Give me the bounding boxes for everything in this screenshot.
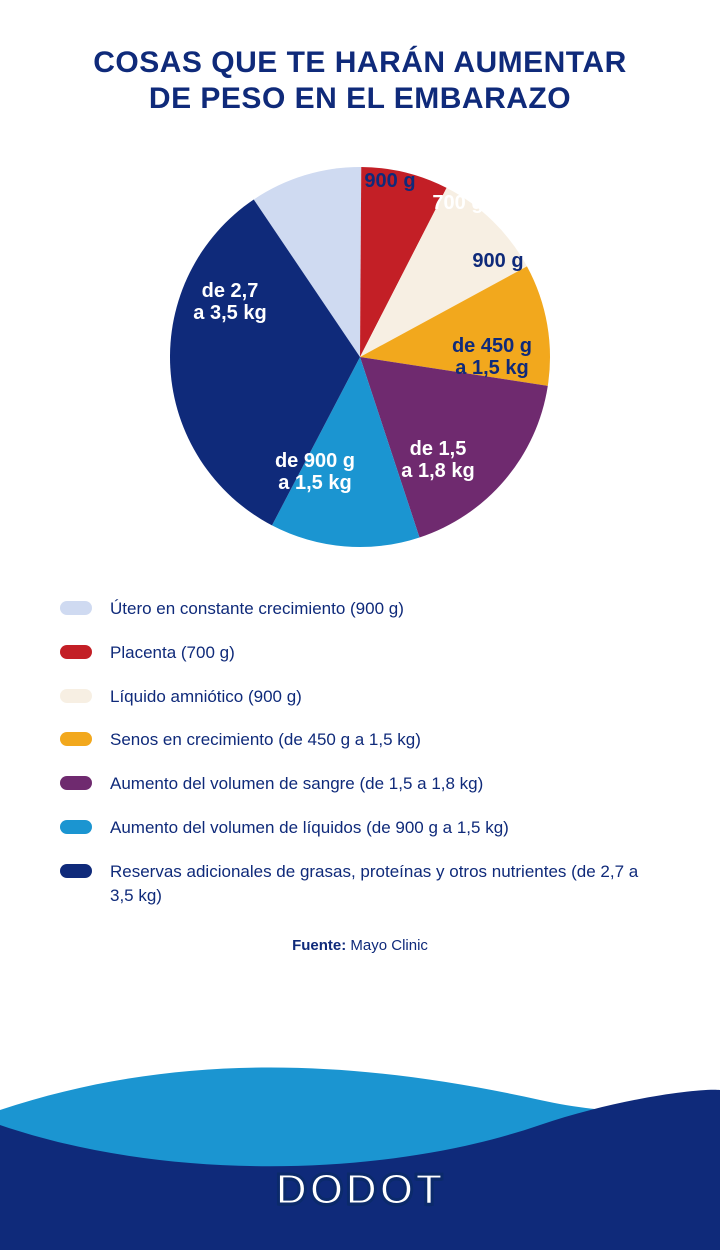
slice-label-liquidos: de 900 ga 1,5 kg — [275, 450, 355, 494]
legend-item-senos: Senos en crecimiento (de 450 g a 1,5 kg) — [60, 728, 660, 752]
source-label: Fuente: — [292, 937, 346, 954]
legend-swatch — [60, 732, 92, 746]
source-citation: Fuente: Mayo Clinic — [0, 937, 720, 954]
pie-chart: 900 g 700 g 900 g de 450 ga 1,5 kg de 1,5a 1… — [160, 157, 560, 557]
slice-label-reservas: de 2,7a 3,5 kg — [193, 280, 266, 324]
footer: DODOT — [0, 1050, 720, 1250]
legend-swatch — [60, 601, 92, 615]
brand-logo: DODOT — [276, 1165, 445, 1215]
wave-front — [0, 1070, 720, 1250]
source-value: Mayo Clinic — [350, 937, 428, 954]
legend-item-utero: Útero en constante crecimiento (900 g) — [60, 597, 660, 621]
slice-label-sangre: de 1,5a 1,8 kg — [401, 438, 474, 482]
legend-swatch — [60, 776, 92, 790]
slice-label-amnio: 900 g — [472, 250, 523, 272]
title-line-2: DE PESO EN EL EMBARAZO — [149, 82, 571, 115]
pie-chart-container: 900 g 700 g 900 g de 450 ga 1,5 kg de 1,5a 1… — [0, 157, 720, 557]
legend-label: Senos en crecimiento (de 450 g a 1,5 kg) — [110, 728, 421, 752]
legend-item-placenta: Placenta (700 g) — [60, 641, 660, 665]
title-line-1: COSAS QUE TE HARÁN AUMENTAR — [93, 46, 627, 79]
legend-label: Aumento del volumen de líquidos (de 900 … — [110, 816, 509, 840]
legend-swatch — [60, 820, 92, 834]
legend-swatch — [60, 864, 92, 878]
slice-label-utero: 900 g — [364, 170, 415, 192]
legend: Útero en constante crecimiento (900 g) Pl… — [60, 597, 660, 907]
legend-label: Líquido amniótico (900 g) — [110, 685, 302, 709]
legend-item-amnio: Líquido amniótico (900 g) — [60, 685, 660, 709]
legend-swatch — [60, 645, 92, 659]
page-title: COSAS QUE TE HARÁN AUMENTAR DE PESO EN E… — [0, 0, 720, 117]
slice-label-placenta: 700 g — [432, 192, 483, 214]
legend-item-reservas: Reservas adicionales de grasas, proteína… — [60, 860, 660, 908]
legend-swatch — [60, 689, 92, 703]
legend-label: Aumento del volumen de sangre (de 1,5 a … — [110, 772, 483, 796]
legend-item-sangre: Aumento del volumen de sangre (de 1,5 a … — [60, 772, 660, 796]
legend-item-liquidos: Aumento del volumen de líquidos (de 900 … — [60, 816, 660, 840]
legend-label: Reservas adicionales de grasas, proteína… — [110, 860, 660, 908]
slice-label-senos: de 450 ga 1,5 kg — [452, 335, 532, 379]
legend-label: Placenta (700 g) — [110, 641, 235, 665]
legend-label: Útero en constante crecimiento (900 g) — [110, 597, 404, 621]
